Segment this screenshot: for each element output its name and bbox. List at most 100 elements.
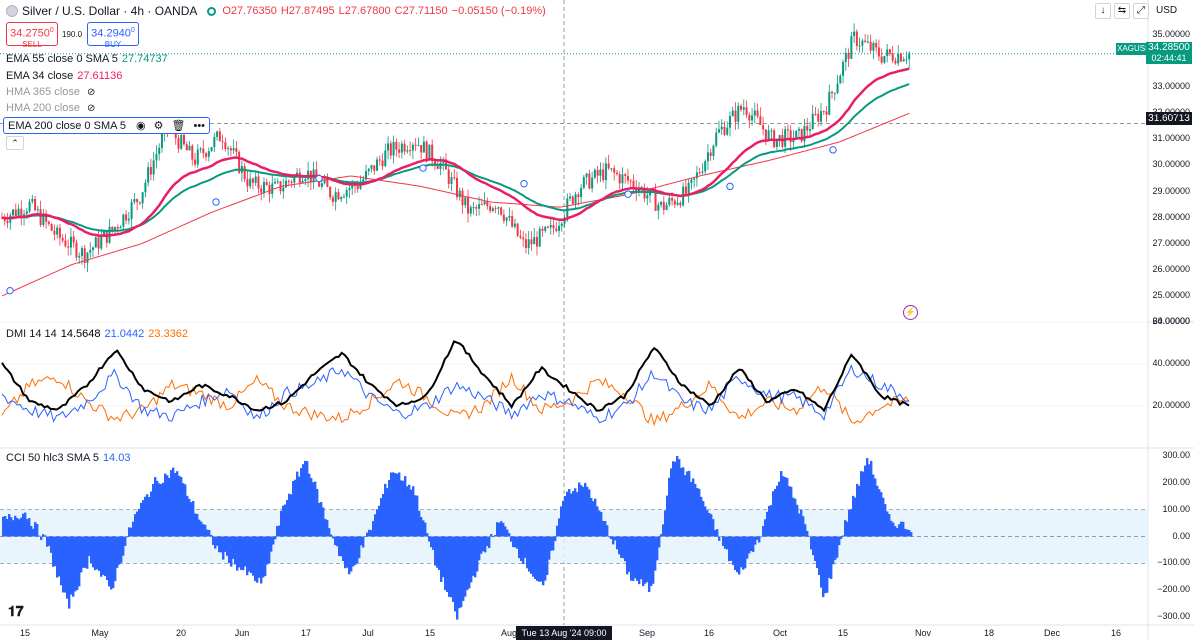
- cci-bar: [122, 536, 125, 556]
- eye-hidden-icon[interactable]: ⊘: [86, 86, 96, 98]
- candle-body: [698, 172, 701, 174]
- candle-body: [213, 136, 216, 148]
- legend-hma365[interactable]: HMA 365 close ⊘: [6, 86, 95, 98]
- ma-marker: [212, 198, 220, 206]
- cci-bar: [204, 524, 207, 537]
- cci-bar: [60, 536, 63, 586]
- cci-bar: [804, 524, 807, 537]
- candle-body: [621, 174, 624, 184]
- candle-body: [502, 214, 505, 221]
- cci-bar: [884, 503, 887, 537]
- legend-ema34[interactable]: EMA 34 close 27.61136: [6, 70, 122, 82]
- legend-ema200-label: EMA 200 close 0 SMA 5: [8, 119, 127, 132]
- cci-bar: [650, 536, 653, 587]
- ohlc-close: C27.71150: [394, 5, 448, 17]
- cci-bar: [642, 536, 645, 587]
- time-tick-label: Nov: [914, 628, 931, 638]
- cci-bar: [272, 536, 275, 545]
- fullscreen-button[interactable]: ⤢: [1133, 3, 1149, 19]
- candle-body: [679, 202, 682, 206]
- cci-bar: [702, 501, 705, 537]
- cci-bar: [634, 536, 637, 579]
- candle-body: [635, 187, 638, 193]
- candle-body: [194, 159, 197, 165]
- cci-bar: [82, 536, 85, 568]
- cci-bar: [338, 536, 341, 557]
- tradingview-logo[interactable]: 𝟏𝟕: [8, 603, 24, 619]
- candle-body: [144, 182, 147, 193]
- eye-hidden-icon[interactable]: ⊘: [86, 102, 96, 114]
- lightning-icon[interactable]: ⚡: [903, 305, 918, 320]
- crosshair-price-tag: 31.60713: [1146, 112, 1192, 125]
- currency-label[interactable]: USD: [1156, 5, 1178, 16]
- cci-bar: [378, 505, 381, 537]
- cci-bar: [578, 482, 581, 537]
- candle-body: [224, 142, 227, 149]
- settings-icon[interactable]: ⚙: [153, 120, 164, 132]
- cci-bar: [838, 536, 841, 546]
- sell-button[interactable]: 34.27500 SELL: [6, 22, 58, 49]
- cci-bar: [862, 471, 865, 537]
- last-price-tag: 34.28500 02:44:41: [1146, 42, 1192, 64]
- candle-body: [740, 105, 743, 110]
- cci-bar: [34, 522, 37, 537]
- cci-bar: [64, 536, 67, 593]
- legend-ema200[interactable]: EMA 200 close 0 SMA 5 ◉ ⚙ 🗑 •••: [3, 117, 211, 134]
- legend-hma200[interactable]: HMA 200 close ⊘: [6, 102, 95, 114]
- cci-bar: [460, 536, 463, 608]
- cci-bar: [596, 506, 599, 537]
- cci-bar: [158, 483, 161, 537]
- cci-bar: [660, 534, 663, 537]
- cci-tick-label: 100.00: [1162, 503, 1190, 514]
- cci-bar: [472, 536, 475, 576]
- ma-marker: [520, 180, 528, 188]
- cci-bar: [454, 536, 457, 612]
- candle-body: [855, 31, 858, 46]
- cci-bar: [46, 536, 49, 547]
- time-tick-label: 15: [837, 628, 848, 638]
- cci-bar: [48, 536, 51, 546]
- candle-body: [613, 168, 616, 173]
- cci-bar: [320, 502, 323, 537]
- cci-bar: [870, 460, 873, 537]
- candle-body: [842, 62, 845, 76]
- scroll-down-button[interactable]: ↓: [1095, 3, 1111, 19]
- candle-body: [861, 40, 864, 46]
- cci-bar: [828, 536, 831, 578]
- cci-bar: [18, 519, 21, 537]
- cci-bar: [526, 536, 529, 569]
- legend-cci[interactable]: CCI 50 hlc3 SMA 5 14.03: [6, 452, 130, 464]
- cci-bar: [662, 524, 665, 537]
- legend-dmi[interactable]: DMI 14 14 14.5648 21.0442 23.3362: [6, 328, 188, 340]
- cci-bar: [32, 528, 35, 537]
- cci-bar: [784, 477, 787, 537]
- more-icon[interactable]: •••: [193, 119, 206, 132]
- candle-body: [905, 59, 908, 61]
- candle-body: [447, 169, 450, 184]
- cci-bar: [850, 509, 853, 537]
- candle-body: [227, 148, 230, 150]
- candle-body: [359, 183, 362, 189]
- eye-icon[interactable]: ◉: [136, 120, 146, 132]
- collapse-legend-button[interactable]: ⌃: [6, 136, 24, 150]
- candle-body: [428, 144, 431, 160]
- compare-button[interactable]: ⇆: [1114, 3, 1130, 19]
- candle-body: [180, 135, 183, 149]
- delete-icon[interactable]: 🗑: [171, 120, 186, 132]
- legend-ema55[interactable]: EMA 55 close 0 SMA 5 27.74737: [6, 53, 168, 65]
- cci-bar: [146, 494, 149, 537]
- candle-body: [262, 182, 265, 193]
- cci-bar: [794, 498, 797, 537]
- candle-body: [56, 227, 59, 235]
- candle-body: [36, 209, 39, 211]
- cci-bar: [330, 534, 333, 537]
- symbol-title[interactable]: Silver / U.S. Dollar · 4h · OANDA: [22, 4, 198, 18]
- buy-button[interactable]: 34.29400 BUY: [87, 22, 139, 49]
- candle-body: [751, 115, 754, 121]
- cci-tick-label: −300.00: [1157, 610, 1190, 621]
- cci-tick-label: 200.00: [1162, 476, 1190, 487]
- candle-body: [775, 138, 778, 147]
- cci-bar: [584, 482, 587, 537]
- cci-bar: [558, 518, 561, 537]
